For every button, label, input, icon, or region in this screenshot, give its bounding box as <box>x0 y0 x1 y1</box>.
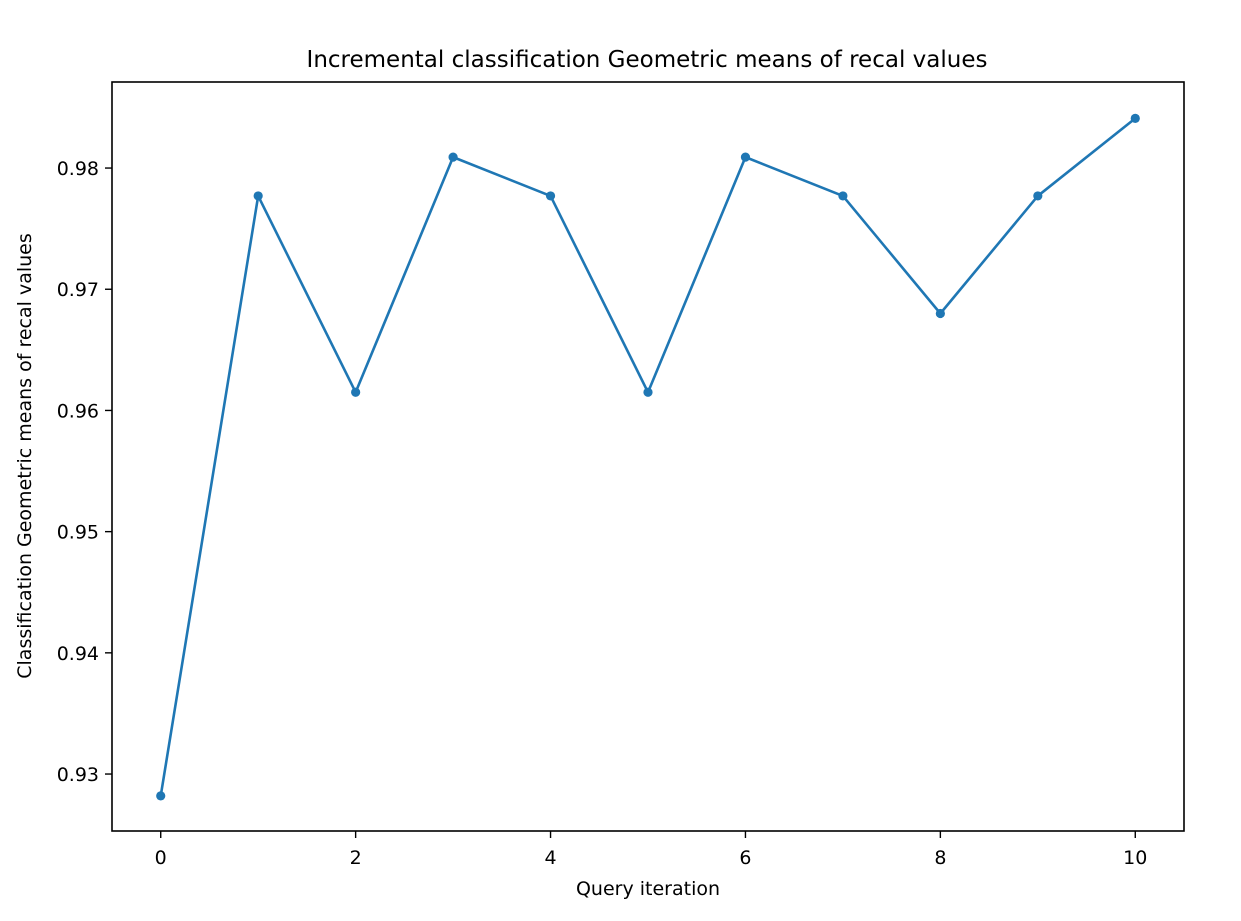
y-tick-label: 0.95 <box>57 522 99 544</box>
x-tick-label: 6 <box>739 847 751 869</box>
y-tick-label: 0.94 <box>57 643 99 665</box>
x-axis-label: Query iteration <box>576 878 720 900</box>
y-tick-label: 0.97 <box>57 279 99 301</box>
chart-title: Incremental classification Geometric mea… <box>307 47 988 73</box>
y-tick-label: 0.98 <box>57 158 99 180</box>
plot-frame <box>111 81 1185 832</box>
x-tick-label: 8 <box>934 847 946 869</box>
series-line <box>159 117 1137 798</box>
data-point <box>253 191 263 201</box>
x-tick-label: 4 <box>544 847 556 869</box>
data-point <box>351 387 361 397</box>
data-point <box>448 152 458 162</box>
y-tick-label: 0.93 <box>57 764 99 786</box>
y-axis-ticks: 0.93 0.94 0.95 0.96 0.97 0.98 <box>57 158 112 786</box>
data-point <box>156 791 166 801</box>
data-point <box>545 191 556 201</box>
series-layer <box>156 113 1140 801</box>
data-point <box>1033 191 1043 201</box>
x-tick-label: 0 <box>155 847 167 869</box>
y-tick-label: 0.96 <box>57 400 99 422</box>
data-point <box>838 191 848 201</box>
data-point <box>935 308 945 319</box>
x-axis-ticks: 0 2 4 6 8 10 <box>155 831 1147 869</box>
x-tick-label: 10 <box>1123 847 1147 869</box>
x-tick-label: 2 <box>350 847 362 869</box>
data-point <box>740 152 751 162</box>
data-point <box>1130 113 1140 123</box>
data-point <box>643 387 653 397</box>
y-axis-label: Classification Geometric means of recal … <box>14 233 36 678</box>
